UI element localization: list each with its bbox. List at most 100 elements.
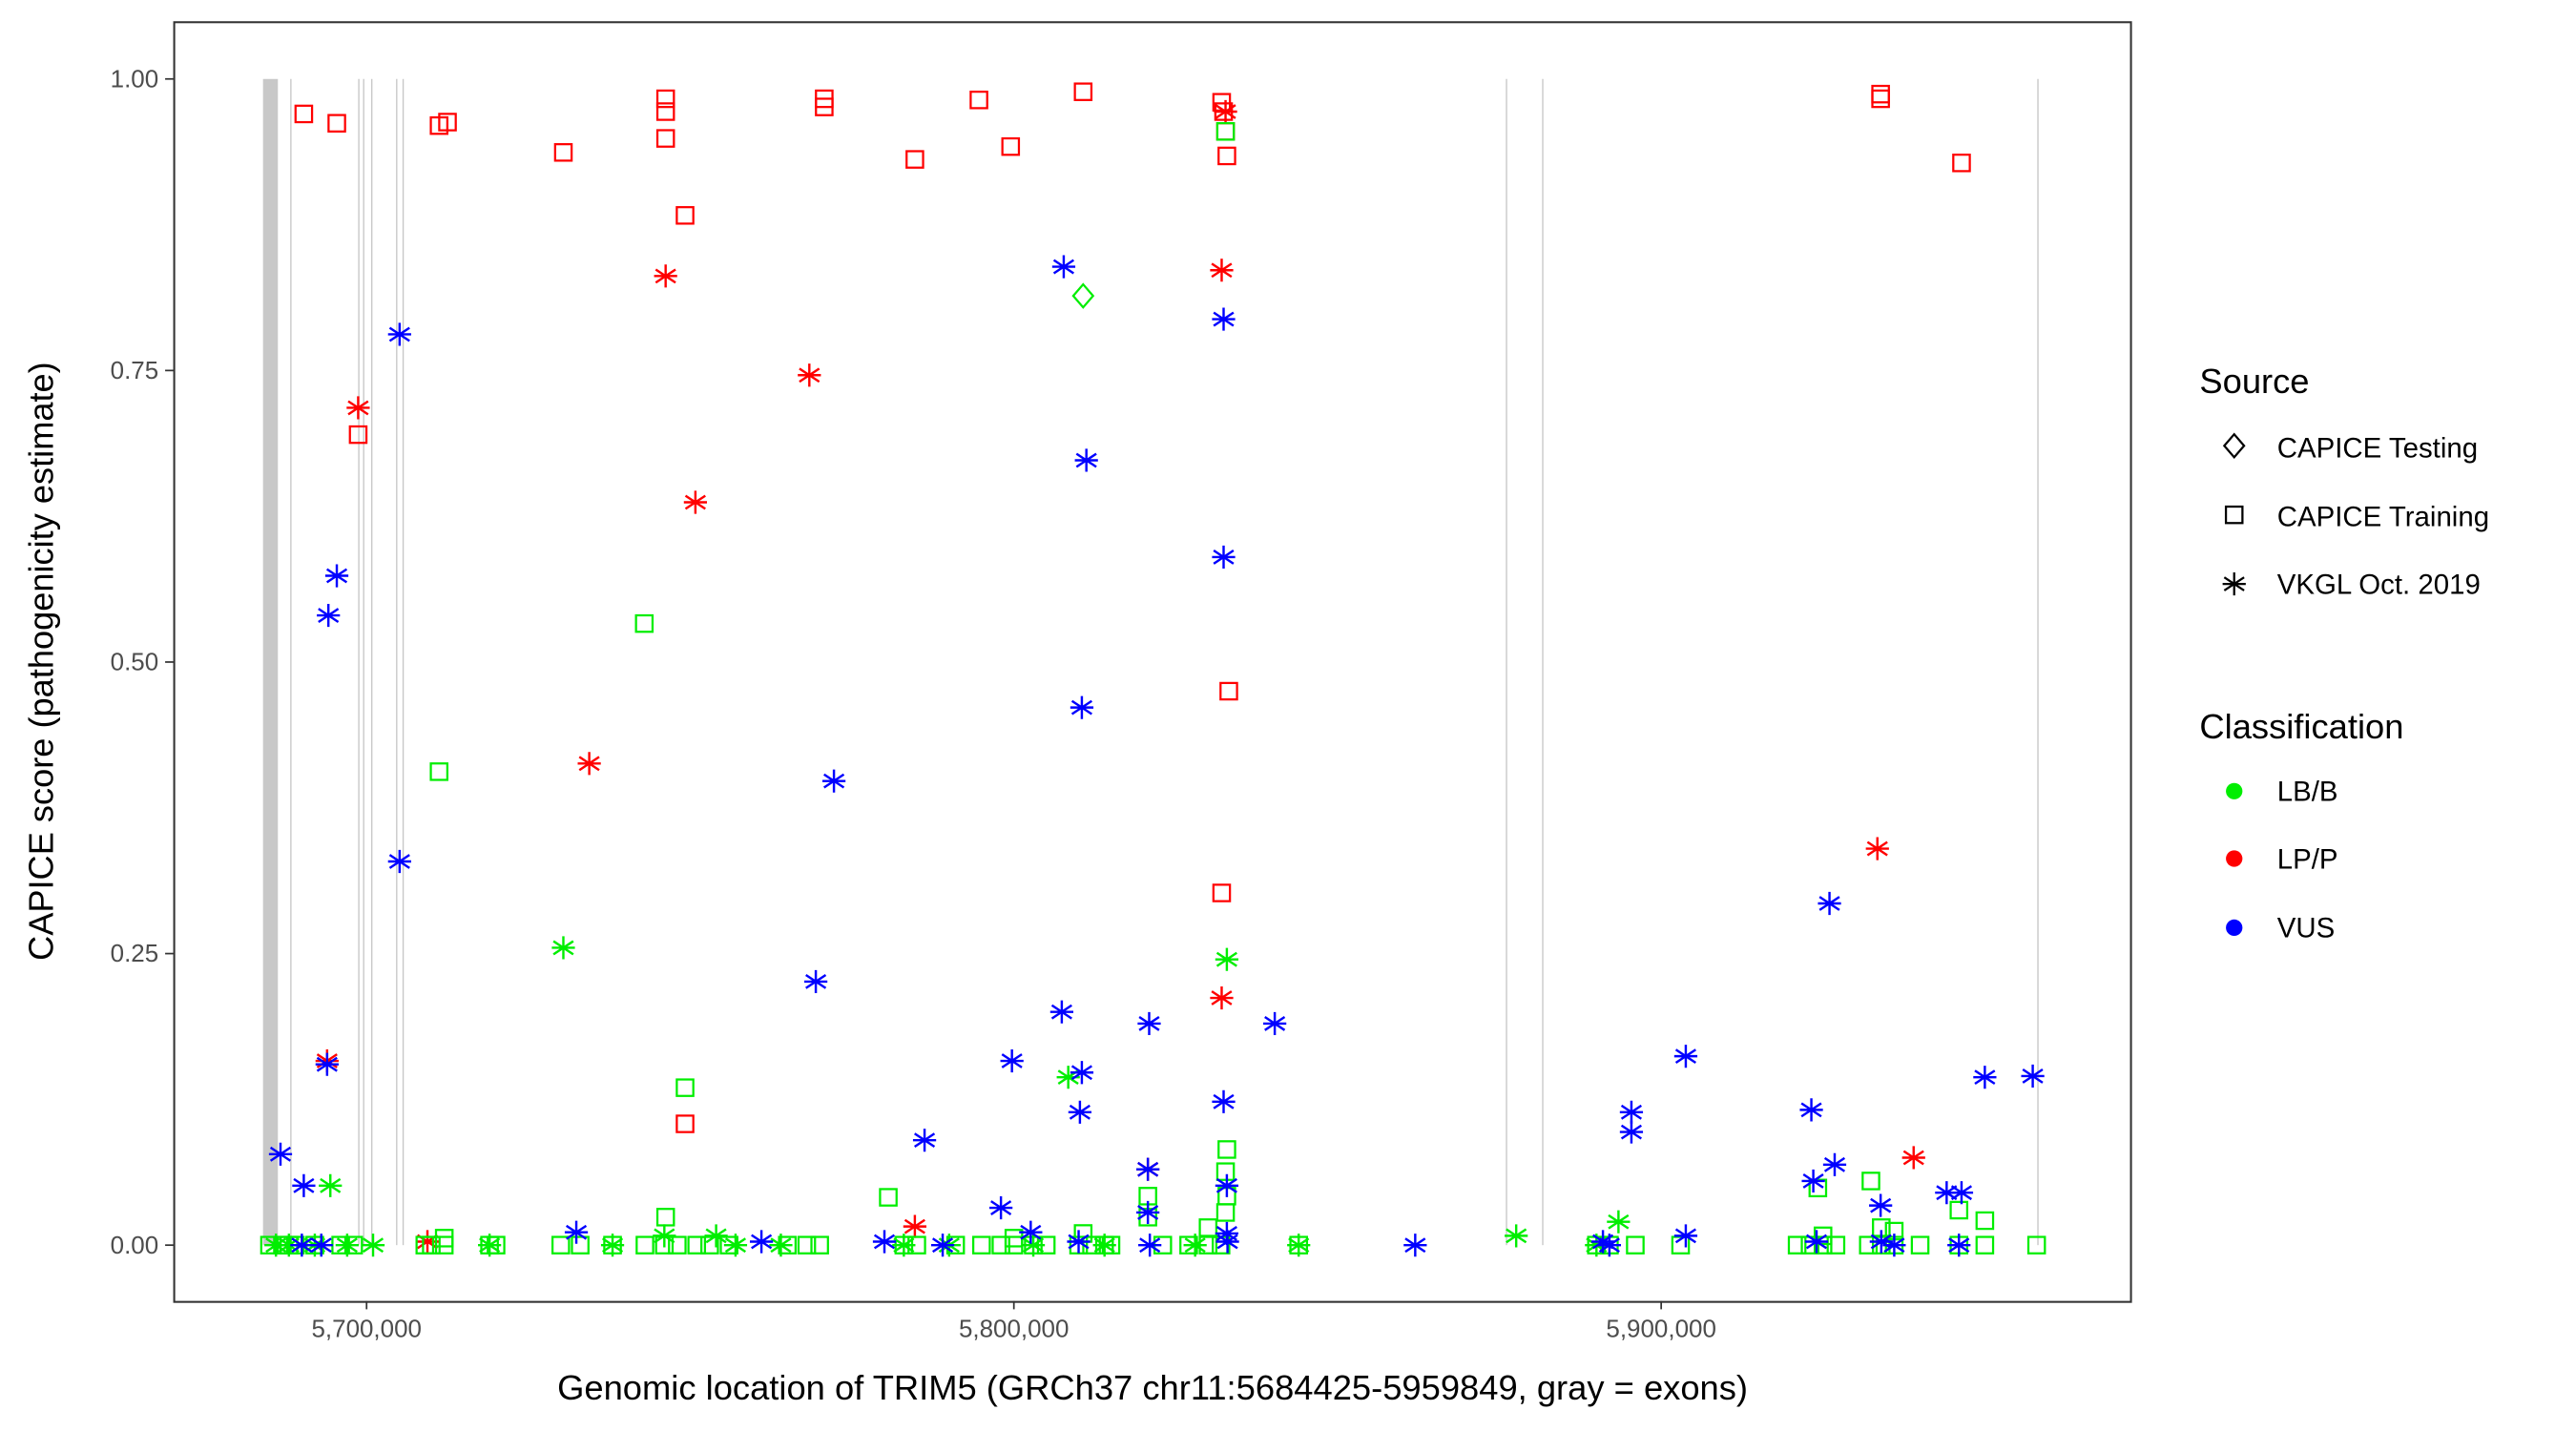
exon-band — [1542, 78, 1544, 1246]
data-point-asterisk — [1021, 1234, 1046, 1257]
data-point-square — [434, 1229, 454, 1248]
data-point-square — [675, 1078, 695, 1097]
data-point-asterisk — [1138, 1234, 1162, 1257]
exon-band — [363, 78, 364, 1246]
exon-band — [396, 78, 398, 1246]
exon-band — [358, 78, 360, 1246]
data-point-square — [1861, 1172, 1880, 1191]
data-point-asterisk — [704, 1224, 728, 1248]
data-point-asterisk — [1070, 1061, 1094, 1085]
data-point-asterisk — [683, 490, 708, 514]
asterisk-icon — [2222, 572, 2246, 596]
data-point-square — [971, 1235, 991, 1255]
data-point-square — [1975, 1235, 1995, 1255]
data-point-square — [635, 1235, 654, 1255]
data-point-asterisk — [1935, 1181, 1959, 1205]
data-point-asterisk — [1287, 1234, 1311, 1257]
data-point-asterisk — [1212, 1089, 1236, 1113]
data-point-square — [1217, 1140, 1236, 1159]
data-point-square — [1826, 1235, 1846, 1255]
data-point-diamond — [1071, 282, 1095, 309]
data-point-asterisk — [1801, 1169, 1825, 1193]
data-point-asterisk — [1137, 1011, 1161, 1035]
data-point-asterisk — [821, 769, 846, 793]
data-point-square — [348, 425, 368, 445]
dot-icon — [2226, 782, 2243, 799]
data-point-square — [655, 129, 675, 148]
legend-item-vkgl: VKGL Oct. 2019 — [2222, 569, 2481, 600]
data-point-square — [1215, 122, 1236, 141]
legend-label: VUS — [2277, 913, 2335, 944]
data-point-asterisk — [309, 1234, 333, 1257]
data-point-asterisk — [292, 1173, 316, 1197]
data-point-asterisk — [1000, 1048, 1024, 1073]
x-axis-label: Genomic location of TRIM5 (GRCh37 chr11:… — [557, 1368, 1748, 1407]
data-point-square — [1952, 154, 1971, 173]
data-point-asterisk — [315, 1052, 339, 1076]
data-point-square — [1212, 883, 1232, 902]
data-point-square — [1073, 82, 1093, 101]
plot-panel-border — [173, 21, 2132, 1303]
data-point-square — [687, 1235, 707, 1255]
data-point-asterisk — [1973, 1066, 1997, 1089]
data-point-square — [551, 1235, 571, 1255]
data-point-square — [571, 1235, 590, 1255]
x-tick-label: 5,900,000 — [1606, 1317, 1715, 1343]
data-point-asterisk — [1949, 1181, 1974, 1205]
data-point-asterisk — [319, 1173, 343, 1197]
data-point-square — [1219, 681, 1238, 701]
data-point-asterisk — [803, 969, 828, 993]
data-point-square — [438, 113, 457, 132]
data-point-asterisk — [1210, 259, 1234, 282]
data-point-square — [634, 613, 654, 633]
data-point-square — [655, 89, 675, 109]
data-point-asterisk — [268, 1142, 293, 1166]
data-point-square — [1949, 1200, 1969, 1220]
y-tick-label: 0.50 — [111, 650, 159, 676]
dot-icon — [2226, 919, 2243, 937]
legend-classification-title: Classification — [2199, 707, 2403, 746]
exon-band — [370, 78, 373, 1246]
exon-bands — [262, 78, 2039, 1246]
legend-item-capice-testing: CAPICE Testing — [2222, 432, 2478, 464]
data-point-asterisk — [1262, 1011, 1287, 1035]
legend: Source CAPICE Testing CAPICE Training VK… — [2199, 362, 2489, 944]
data-point-asterisk — [892, 1234, 916, 1257]
data-point-asterisk — [415, 1230, 440, 1254]
legend-item-capice-training: CAPICE Training — [2224, 502, 2489, 533]
data-point-asterisk — [290, 1234, 314, 1257]
x-tick-label: 5,700,000 — [311, 1317, 421, 1343]
square-icon — [2224, 505, 2244, 525]
data-point-square — [1975, 1211, 1995, 1231]
data-point-square — [1001, 136, 1021, 156]
data-point-asterisk — [1049, 1000, 1074, 1024]
exon-band — [402, 78, 405, 1246]
data-point-asterisk — [1673, 1224, 1698, 1248]
legend-item-lpp: LP/P — [2226, 843, 2338, 875]
data-point-asterisk — [1869, 1230, 1893, 1254]
data-point-asterisk — [798, 363, 821, 387]
diamond-icon — [2222, 432, 2246, 460]
data-point-asterisk — [1215, 947, 1239, 971]
exon-band — [2037, 78, 2039, 1246]
data-point-asterisk — [277, 1234, 301, 1257]
data-point-asterisk — [317, 603, 341, 628]
data-point-square — [1215, 1203, 1236, 1222]
data-point-asterisk — [1214, 99, 1237, 124]
data-point-asterisk — [1822, 1152, 1847, 1176]
data-point-asterisk — [749, 1230, 774, 1254]
data-point-asterisk — [1403, 1234, 1427, 1257]
data-point-square — [429, 762, 448, 781]
data-point-square — [991, 1235, 1010, 1255]
data-point-asterisk — [1947, 1234, 1971, 1257]
data-point-square — [2026, 1235, 2046, 1255]
data-point-square — [1910, 1235, 1930, 1255]
y-tick-label: 1.00 — [111, 66, 159, 93]
data-point-asterisk — [551, 936, 575, 960]
data-point-square — [553, 143, 573, 162]
data-point-asterisk — [1804, 1230, 1829, 1254]
data-point-asterisk — [564, 1220, 589, 1244]
legend-label: CAPICE Training — [2277, 502, 2489, 533]
